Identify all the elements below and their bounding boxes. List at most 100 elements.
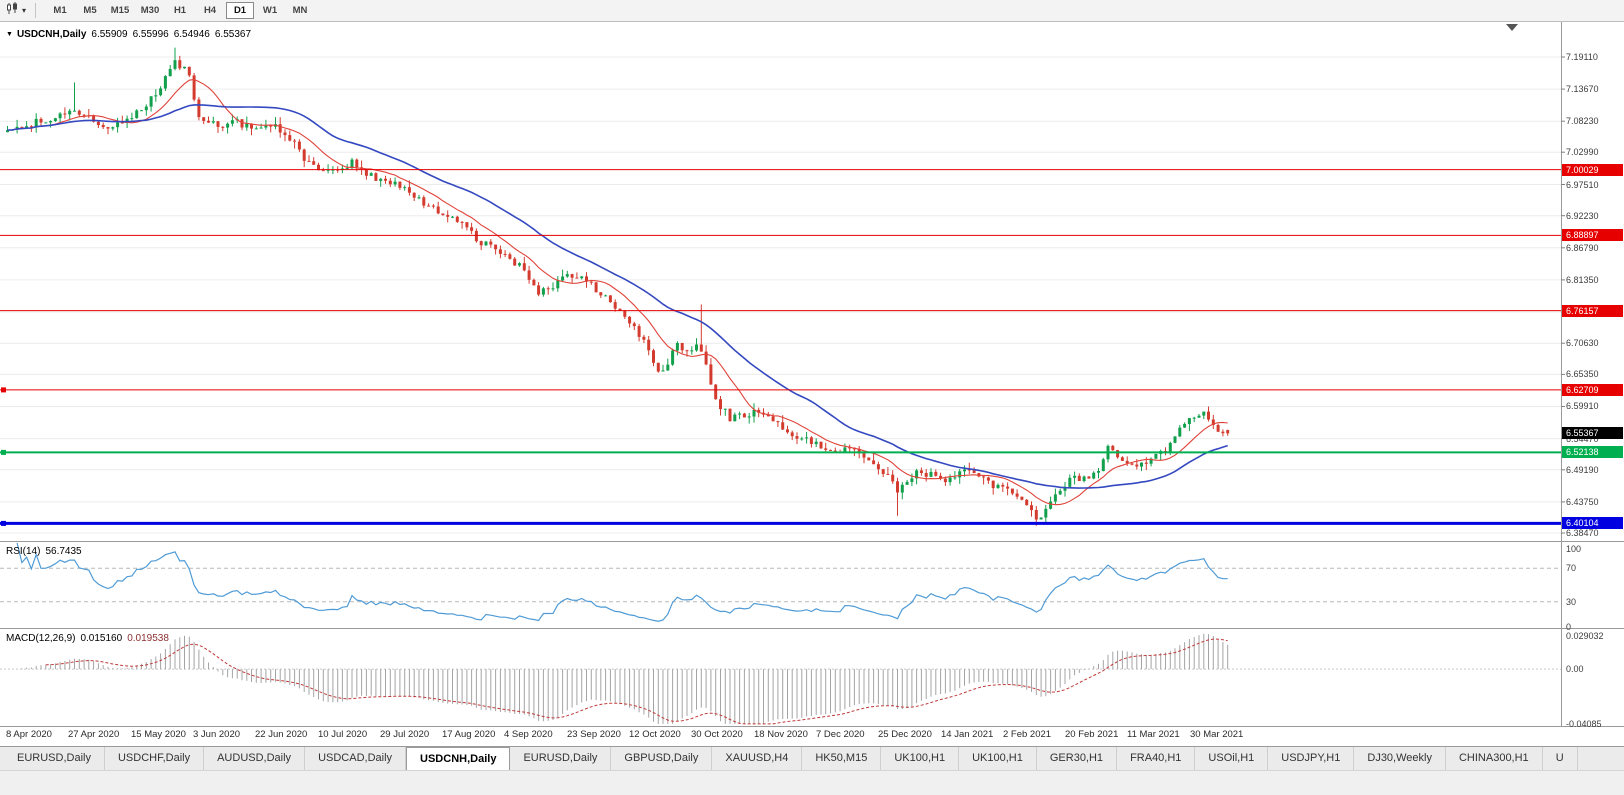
chart-tab-usdcad-daily[interactable]: USDCAD,Daily xyxy=(305,747,407,770)
chart-tab-audusd-daily[interactable]: AUDUSD,Daily xyxy=(204,747,306,770)
macd-title: MACD(12,26,9) 0.015160 0.019538 xyxy=(6,633,169,644)
candlestick-chart-icon xyxy=(6,1,19,20)
chart-tab-ger30-h1[interactable]: GER30,H1 xyxy=(1037,747,1118,770)
timeframe-button-d1[interactable]: D1 xyxy=(226,2,255,19)
chart-tab-gbpusd-daily[interactable]: GBPUSD,Daily xyxy=(611,747,713,770)
price-tick-label: 6.38470 xyxy=(1566,528,1599,538)
chart-tab-hk50-m15[interactable]: HK50,M15 xyxy=(802,747,882,770)
timeframe-toolbar: ▾ M1 M5 M15 M30 H1 H4 D1 W1 MN xyxy=(0,0,1624,22)
price-tick-label: 7.13670 xyxy=(1566,84,1599,94)
chart-title: ▼ USDCNH,Daily 6.55909 6.55996 6.54946 6.5536… xyxy=(6,29,251,40)
timeframe-button-m30[interactable]: M30 xyxy=(140,5,160,16)
current-price-label: 6.55367 xyxy=(1562,427,1623,439)
chart-tab-usdchf-daily[interactable]: USDCHF,Daily xyxy=(105,747,205,770)
chevron-down-icon: ▾ xyxy=(22,5,27,15)
date-tick-label: 3 Jun 2020 xyxy=(193,729,241,740)
chart-tab-usoil-h1[interactable]: USOil,H1 xyxy=(1195,747,1269,770)
status-bar xyxy=(0,770,1624,795)
high-value: 6.55996 xyxy=(132,29,169,40)
date-tick-label: 20 Feb 2021 xyxy=(1065,729,1119,740)
toolbar-separator xyxy=(35,3,37,18)
price-tick-label: 7.08230 xyxy=(1566,116,1599,126)
timeframe-button-h4[interactable]: H4 xyxy=(203,5,217,16)
date-tick-label: 27 Apr 2020 xyxy=(68,729,120,740)
chart-tab-usdcnh-daily[interactable]: USDCNH,Daily xyxy=(406,747,511,770)
date-tick-label: 23 Sep 2020 xyxy=(567,729,621,740)
price-tick-label: 6.81350 xyxy=(1566,275,1599,285)
chart-tab-xauusd-h4[interactable]: XAUUSD,H4 xyxy=(712,747,803,770)
date-tick-label: 12 Oct 2020 xyxy=(629,729,681,740)
timeframe-buttons: M1 M5 M15 M30 H1 H4 D1 W1 MN xyxy=(45,2,315,19)
price-tick-label: 6.92230 xyxy=(1566,211,1599,221)
rsi-tick-label: 100 xyxy=(1566,544,1582,554)
close-value: 6.55367 xyxy=(214,29,252,40)
hline-price-label[interactable]: 6.52138 xyxy=(1562,446,1623,458)
symbol-period-label: USDCNH,Daily xyxy=(16,29,87,40)
symbol-dropdown-icon[interactable]: ▼ xyxy=(6,31,13,38)
timeframe-button-h1[interactable]: H1 xyxy=(173,5,187,16)
chart-tab-u[interactable]: U xyxy=(1543,747,1578,770)
date-tick-label: 30 Mar 2021 xyxy=(1190,729,1244,740)
date-tick-label: 25 Dec 2020 xyxy=(878,729,932,740)
chart-type-control[interactable]: ▾ xyxy=(6,1,27,20)
date-tick-label: 30 Oct 2020 xyxy=(691,729,743,740)
rsi-name: RSI(14) xyxy=(6,546,41,557)
price-tick-label: 6.70630 xyxy=(1566,338,1599,348)
rsi-value: 56.7435 xyxy=(45,546,82,557)
date-tick-label: 29 Jul 2020 xyxy=(380,729,430,740)
macd-tick-label: 0.00 xyxy=(1566,664,1584,674)
rsi-title: RSI(14) 56.7435 xyxy=(6,546,82,557)
macd-tick-label: -0.04085 xyxy=(1566,719,1602,729)
chart-tabs-bar: EURUSD,Daily USDCHF,Daily AUDUSD,Daily USDC… xyxy=(0,746,1624,770)
date-tick-label: 8 Apr 2020 xyxy=(6,729,52,740)
hline-price-label[interactable]: 6.40104 xyxy=(1562,517,1623,529)
date-tick-label: 2 Feb 2021 xyxy=(1003,729,1052,740)
chart-tab-china300-h1[interactable]: CHINA300,H1 xyxy=(1446,747,1543,770)
price-tick-label: 6.49190 xyxy=(1566,465,1599,475)
price-tick-label: 6.59910 xyxy=(1566,401,1599,411)
price-tick-label: 7.19110 xyxy=(1566,52,1598,62)
date-tick-label: 15 May 2020 xyxy=(131,729,186,740)
timeframe-button-w1[interactable]: W1 xyxy=(262,5,278,16)
hline-price-label[interactable]: 7.00029 xyxy=(1562,164,1623,176)
date-tick-label: 10 Jul 2020 xyxy=(318,729,368,740)
date-tick-label: 7 Dec 2020 xyxy=(816,729,865,740)
price-tick-label: 7.02990 xyxy=(1566,147,1599,157)
date-tick-label: 14 Jan 2021 xyxy=(941,729,994,740)
macd-main-value: 0.015160 xyxy=(80,633,123,644)
chart-tab-uk100-h1[interactable]: UK100,H1 xyxy=(881,747,960,770)
hline-price-label[interactable]: 6.76157 xyxy=(1562,305,1623,317)
macd-name: MACD(12,26,9) xyxy=(6,633,76,644)
date-tick-label: 22 Jun 2020 xyxy=(255,729,308,740)
chart-tabs: EURUSD,Daily USDCHF,Daily AUDUSD,Daily USDC… xyxy=(0,747,1624,770)
date-tick-label: 17 Aug 2020 xyxy=(442,729,496,740)
macd-tick-label: 0.029032 xyxy=(1566,631,1604,641)
chart-tab-usdjpy-h1[interactable]: USDJPY,H1 xyxy=(1268,747,1355,770)
chart-region[interactable]: ▼ USDCNH,Daily 6.55909 6.55996 6.54946 6.5536… xyxy=(0,22,1624,746)
chart-canvas[interactable] xyxy=(0,22,1624,746)
price-tick-label: 6.54470 xyxy=(1566,434,1599,444)
open-value: 6.55909 xyxy=(91,29,128,40)
price-tick-label: 6.65350 xyxy=(1566,369,1599,379)
macd-signal-value: 0.019538 xyxy=(127,633,169,644)
chart-tab-dj30-weekly[interactable]: DJ30,Weekly xyxy=(1354,747,1446,770)
chart-tab-uk100-h1[interactable]: UK100,H1 xyxy=(959,747,1037,770)
timeframe-button-m5[interactable]: M5 xyxy=(83,5,97,16)
chart-tab-fra40-h1[interactable]: FRA40,H1 xyxy=(1117,747,1196,770)
chart-tab-eurusd-daily[interactable]: EURUSD,Daily xyxy=(510,747,612,770)
timeframe-button-m1[interactable]: M1 xyxy=(53,5,67,16)
date-tick-label: 11 Mar 2021 xyxy=(1127,729,1180,740)
rsi-tick-label: 70 xyxy=(1566,563,1577,573)
hline-price-label[interactable]: 6.88897 xyxy=(1562,229,1623,241)
rsi-tick-label: 30 xyxy=(1566,597,1577,607)
date-tick-label: 4 Sep 2020 xyxy=(504,729,553,740)
hline-price-label[interactable]: 6.62709 xyxy=(1562,384,1623,396)
timeframe-button-m15[interactable]: M15 xyxy=(110,5,130,16)
price-tick-label: 6.86790 xyxy=(1566,243,1599,253)
low-value: 6.54946 xyxy=(173,29,210,40)
price-tick-label: 6.43750 xyxy=(1566,497,1599,507)
chart-tab-eurusd-daily[interactable]: EURUSD,Daily xyxy=(4,747,105,770)
timeframe-button-mn[interactable]: MN xyxy=(292,5,308,16)
rsi-tick-label: 0 xyxy=(1566,622,1572,632)
